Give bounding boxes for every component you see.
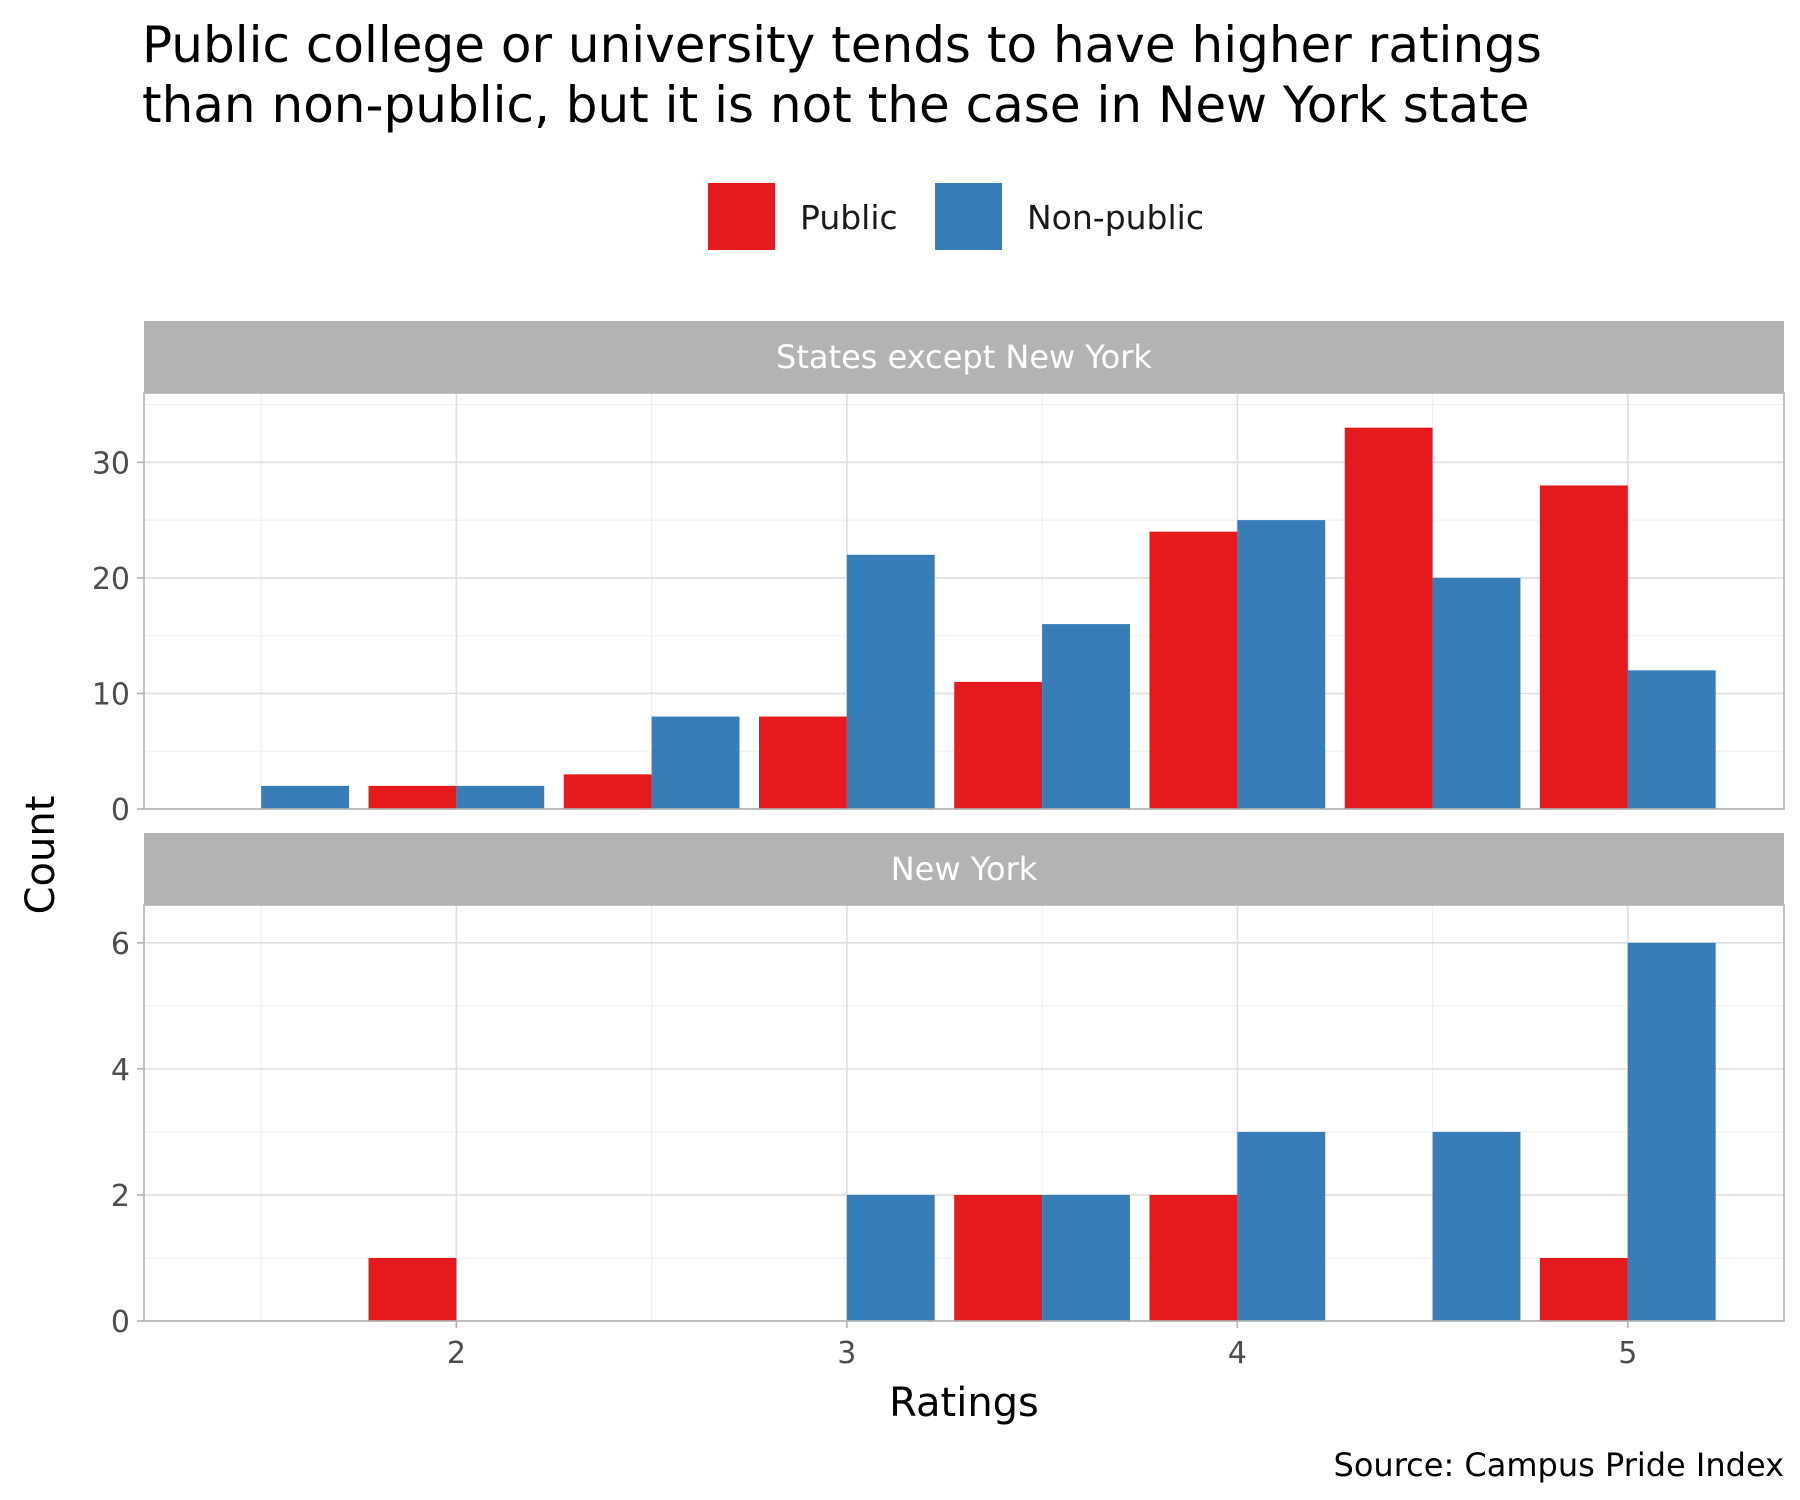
x-tick-label: 4 [1228,1336,1247,1371]
facet-strip [144,321,1784,393]
y-axis-title: Count [18,796,64,915]
facet-panels: States except New York 0 10 20 30 New York 0 2 4… [92,321,1785,1340]
bar-non-public [1042,624,1130,809]
panel-1: States except New York 0 10 20 30 [92,321,1785,828]
bar-public [954,681,1043,809]
chart-title-line-2: than non-public, but it is not the case … [142,76,1529,134]
panel-border [143,904,1785,1322]
bar-public [368,785,457,809]
bar-public [1539,1257,1628,1321]
bar-non-public [1237,1131,1326,1321]
bar-non-public [846,554,935,809]
y-tick-label: 6 [111,927,130,962]
bar-non-public [456,785,545,809]
chart-title-line-1: Public college or university tends to ha… [142,16,1542,74]
y-tick-label: 10 [92,677,130,712]
bar-public [1149,531,1238,809]
panel-border [143,392,1785,810]
chart-title: Public college or university tends to ha… [142,16,1542,134]
bar-non-public [651,716,740,809]
y-tick-label: 0 [111,1305,130,1340]
bar-non-public [261,785,349,809]
x-tick-label: 2 [447,1336,466,1371]
legend-label-non-public: Non-public [1027,198,1204,237]
y-tick-label: 2 [111,1179,130,1214]
bar-non-public [1627,670,1716,809]
y-tick-label: 30 [92,446,130,481]
bar-non-public [1432,577,1521,809]
facet-strip-label: States except New York [776,338,1152,376]
x-tick-label: 5 [1618,1336,1637,1371]
bar-non-public [1627,942,1716,1321]
bar-non-public [1042,1194,1130,1321]
bar-public [1539,485,1628,809]
bar-public [1149,1194,1238,1321]
legend: Public Non-public [708,183,1204,250]
bar-non-public [1237,520,1326,809]
facet-strip [144,833,1784,905]
source-caption: Source: Campus Pride Index [1334,1446,1784,1484]
panel-2: New York 0 2 4 6 [111,833,1785,1340]
bar-public [759,716,847,809]
facet-strip-label: New York [891,850,1038,888]
bar-non-public [846,1194,935,1321]
bar-public [954,1194,1043,1321]
y-tick-label: 0 [111,793,130,828]
x-axis-title: Ratings [889,1380,1039,1426]
y-tick-label: 20 [92,562,130,597]
bar-public [368,1257,457,1321]
y-tick-label: 4 [111,1053,130,1088]
legend-label-public: Public [800,198,898,237]
bar-non-public [1432,1131,1521,1321]
bar-public [1344,427,1433,809]
x-axis: 2 3 4 5 [447,1321,1637,1371]
x-tick-label: 3 [837,1336,856,1371]
legend-swatch-non-public [935,183,1002,250]
legend-swatch-public [708,183,775,250]
bar-public [563,774,652,809]
